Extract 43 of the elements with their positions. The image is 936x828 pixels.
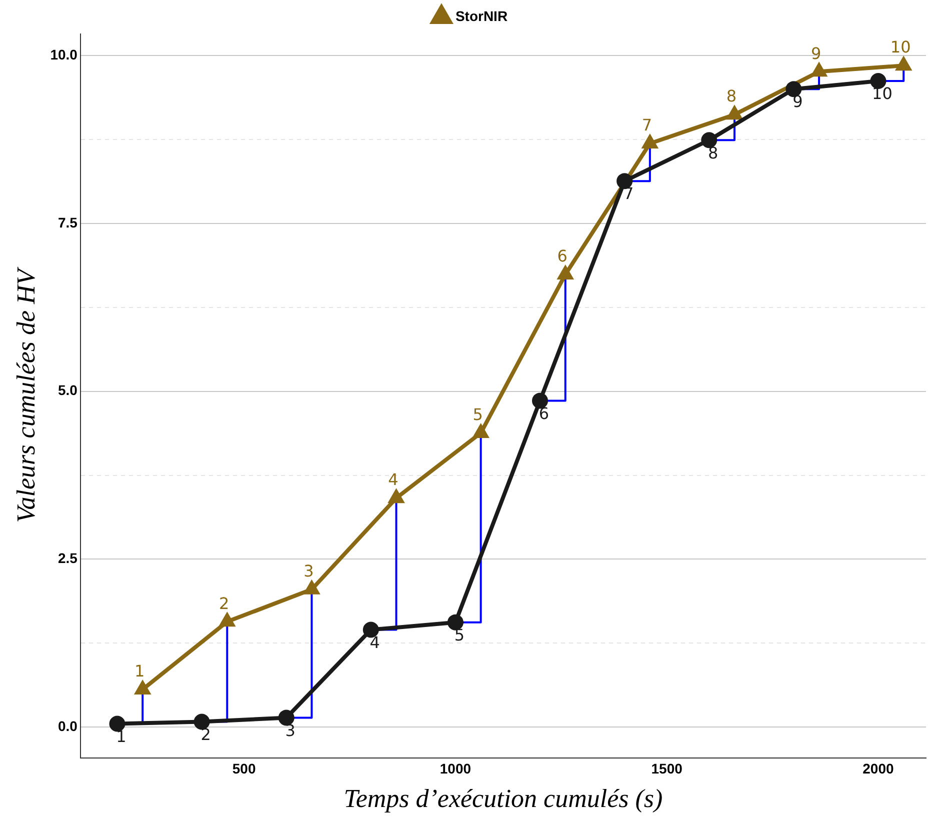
- x-tick-label: 500: [232, 760, 256, 776]
- annotation: 4: [388, 470, 398, 490]
- annotation: 2: [219, 594, 230, 613]
- point: [447, 614, 464, 630]
- y-tick-label: 10.0: [50, 46, 78, 62]
- legend-label: StorNIR: [455, 8, 508, 24]
- point: [194, 714, 210, 730]
- annotation: 1: [134, 662, 145, 681]
- point: [389, 490, 404, 504]
- x-tick-label: 1500: [651, 760, 683, 776]
- annotation: 5: [472, 405, 483, 424]
- point: [109, 716, 126, 732]
- y-axis-title: Valeurs cumulées de HV: [11, 266, 40, 523]
- point: [220, 614, 234, 627]
- annotation: 8: [726, 86, 737, 106]
- annotation: 6: [538, 404, 550, 423]
- point: [304, 581, 319, 594]
- annotation: 10: [872, 84, 892, 104]
- point: [474, 424, 488, 438]
- annotation: 10: [890, 38, 911, 57]
- point: [278, 710, 294, 726]
- x-tick-label: 1000: [440, 760, 472, 776]
- point: [701, 132, 718, 148]
- point: [362, 622, 379, 638]
- annotation: 7: [642, 116, 652, 135]
- annotation: 6: [557, 246, 568, 266]
- point: [532, 392, 548, 409]
- point: [727, 106, 742, 120]
- annotation: 3: [304, 562, 314, 581]
- y-tick-label: 5.0: [58, 382, 78, 398]
- y-tick-label: 0.0: [58, 718, 78, 734]
- annotation: 8: [708, 143, 718, 162]
- annotation: 9: [810, 44, 822, 63]
- x-tick-label: 2000: [862, 760, 894, 776]
- point: [642, 135, 658, 148]
- y-tick-label: 7.5: [58, 214, 78, 230]
- point: [135, 681, 150, 694]
- point: [896, 58, 911, 71]
- point: [558, 266, 573, 280]
- annotation: 4: [370, 632, 380, 652]
- point: [812, 64, 826, 77]
- y-tick-label: 2.5: [58, 550, 78, 566]
- x-axis-title: Temps d’exécution cumulés (s): [344, 784, 663, 814]
